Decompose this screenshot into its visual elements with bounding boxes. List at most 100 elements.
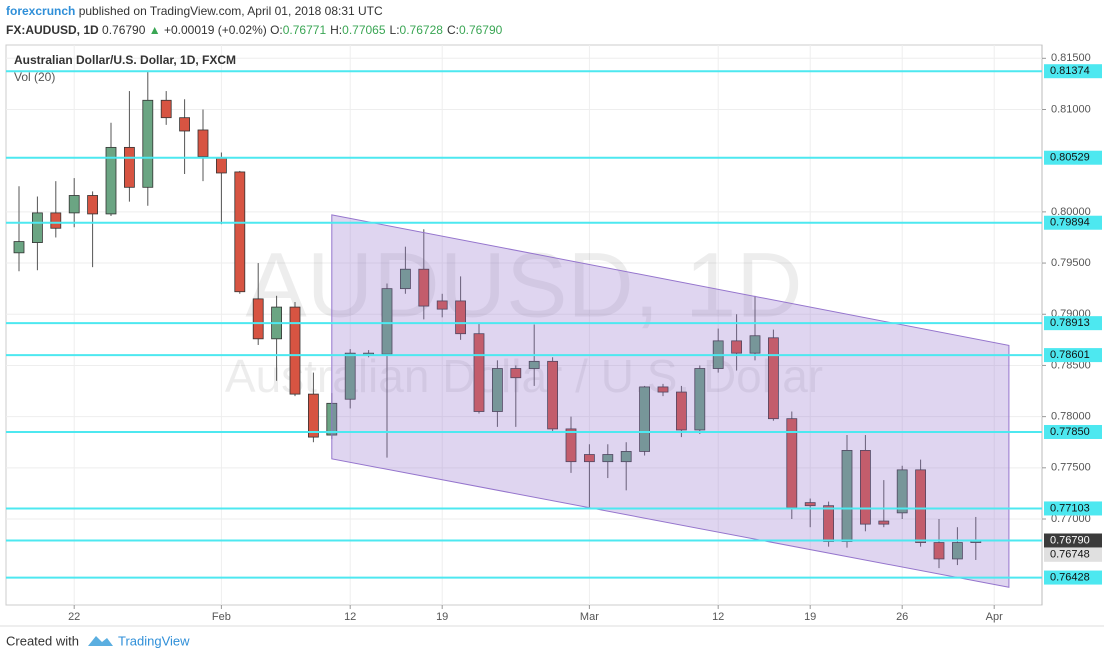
ohlc-label: H: <box>330 23 343 37</box>
level-label-bg <box>1044 501 1102 516</box>
candle-body <box>620 451 632 463</box>
candle-body <box>768 337 779 420</box>
ohlc-label: O: <box>270 23 283 37</box>
footer-brand[interactable]: TradingView <box>118 633 190 648</box>
x-tick-label: 19 <box>436 611 448 623</box>
y-tick-label: 0.77000 <box>1051 513 1091 525</box>
x-tick-label: Apr <box>986 611 1003 623</box>
up-arrow: ▲ <box>148 23 161 37</box>
current-price-label-bg <box>1044 533 1102 548</box>
x-tick-label: 26 <box>896 611 908 623</box>
candle-body <box>124 146 135 188</box>
candle-body <box>896 469 908 514</box>
candle-body <box>418 268 430 307</box>
level-label-bg <box>1044 215 1102 230</box>
candle-body <box>142 99 154 188</box>
x-tick-label: 12 <box>712 611 724 623</box>
ohlc-value: 0.76728 <box>399 23 443 37</box>
candle-body <box>197 129 209 157</box>
channel <box>331 214 1010 588</box>
level-label: 0.78913 <box>1050 317 1090 329</box>
candle-body <box>933 542 945 560</box>
candle-body <box>749 335 761 354</box>
level-label-bg <box>1044 150 1102 165</box>
ohlc-label: C: <box>446 23 459 37</box>
tv-logo <box>88 636 113 646</box>
candle-body <box>234 171 246 293</box>
candle-body <box>87 195 98 215</box>
level-label: 0.76428 <box>1050 571 1090 583</box>
y-tick-label: 0.80000 <box>1051 206 1091 218</box>
candle-body <box>841 450 853 542</box>
candle-body <box>804 502 816 507</box>
candle-body <box>179 117 191 132</box>
candle-body <box>676 391 687 431</box>
candle-body <box>602 454 614 463</box>
published: published on TradingView.com, April 01, … <box>78 4 383 18</box>
price-tag: 0.76748 <box>1050 549 1090 561</box>
x-tick-label: Feb <box>212 611 231 623</box>
candle-body <box>13 241 25 254</box>
user[interactable]: forexcrunch <box>6 4 76 18</box>
candle-body <box>473 333 485 412</box>
price-tag-bg <box>1044 547 1102 562</box>
candle-body <box>215 157 227 174</box>
level-label: 0.80529 <box>1050 152 1090 164</box>
x-tick-label: 12 <box>344 611 356 623</box>
level-label: 0.77103 <box>1050 502 1090 514</box>
candle-body <box>639 386 650 452</box>
candle-body <box>68 195 80 214</box>
symbol: FX:AUDUSD, 1D <box>6 23 99 37</box>
candle-body <box>823 505 834 542</box>
level-label: 0.77850 <box>1050 426 1090 438</box>
candle-body <box>547 360 558 430</box>
level-label-bg <box>1044 316 1102 331</box>
header: forexcrunch published on TradingView.com… <box>6 4 383 18</box>
level-label: 0.78601 <box>1050 349 1090 361</box>
last: 0.76790 <box>102 23 146 37</box>
candle-body <box>344 352 356 400</box>
candle-body <box>731 340 742 354</box>
y-tick-label: 0.77500 <box>1051 462 1091 474</box>
candle-body <box>565 428 577 463</box>
candle-body <box>252 298 264 340</box>
quote: FX:AUDUSD, 1D 0.76790 ▲ +0.00019 (+0.02%… <box>6 23 506 37</box>
ohlc-value: 0.77065 <box>342 23 386 37</box>
candle-body <box>399 268 411 290</box>
ohlc-value: 0.76771 <box>282 23 327 37</box>
level-label: 0.81374 <box>1050 65 1090 77</box>
change: +0.00019 (+0.02%) <box>163 23 267 37</box>
candle-body <box>307 393 319 438</box>
candle-body <box>860 450 871 525</box>
footer-created: Created with <box>6 633 79 648</box>
legend-title: Australian Dollar/U.S. Dollar, 1D, FXCM <box>14 53 236 67</box>
level-label-bg <box>1044 570 1102 585</box>
candle-body <box>878 520 890 525</box>
y-tick-label: 0.78000 <box>1051 411 1091 423</box>
candle-body <box>528 360 540 369</box>
candle-body <box>694 368 706 431</box>
x-tick-label: 19 <box>804 611 816 623</box>
candle-body <box>50 212 62 229</box>
level-label-bg <box>1044 64 1102 79</box>
candle-body <box>436 300 448 310</box>
y-tick-label: 0.81000 <box>1051 103 1091 115</box>
candle-body <box>491 368 503 412</box>
ohlc-value: 0.76790 <box>458 23 503 37</box>
watermark-symbol: AUDUSD, 1D <box>245 234 802 336</box>
level-label: 0.79894 <box>1050 217 1090 229</box>
y-tick-label: 0.78500 <box>1051 359 1091 371</box>
current-price-label: 0.76790 <box>1050 534 1090 546</box>
candle-body <box>455 300 467 335</box>
candle-body <box>289 306 301 395</box>
ohlc-label: L: <box>389 23 400 37</box>
level-label-bg <box>1044 348 1102 363</box>
candle-body <box>160 99 172 119</box>
candle-body <box>915 469 926 543</box>
y-tick-label: 0.79500 <box>1051 257 1091 269</box>
level-label-bg <box>1044 424 1102 439</box>
x-tick-label: Mar <box>580 611 599 623</box>
candle-body <box>105 146 117 215</box>
